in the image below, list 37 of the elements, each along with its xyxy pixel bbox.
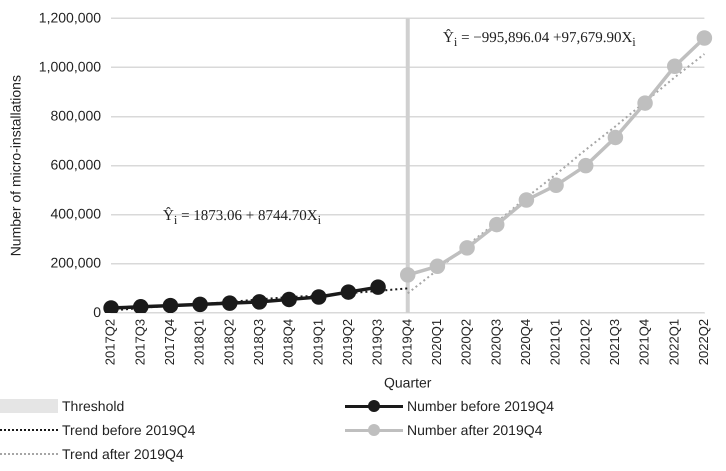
legend-label: Trend after 2019Q4 (62, 446, 184, 462)
x-tick-label: 2020Q4 (518, 318, 533, 366)
x-tick-label: 2018Q1 (192, 318, 207, 366)
x-tick-label: 2018Q4 (280, 318, 296, 366)
x-tick-label: 2019Q2 (340, 318, 355, 366)
x-tick-label: 2018Q2 (221, 318, 236, 366)
y-tick-label: 400,000 (50, 206, 102, 222)
x-tick-label: 2020Q2 (458, 318, 474, 366)
y-tick-label: 1,000,000 (38, 58, 102, 74)
y-axis-title: Number of micro-installations (7, 75, 24, 256)
x-tick-label: 2017Q2 (102, 318, 118, 366)
x-tick-label: 2019Q3 (370, 318, 385, 366)
x-tick-label: 2022Q2 (696, 318, 711, 366)
x-tick-label: 2021Q4 (636, 318, 652, 366)
x-tick-label: 2021Q1 (548, 318, 563, 366)
x-tick-label: 2020Q3 (488, 318, 504, 366)
annotation: Ŷ$_{i}$ = −995,896.04 +97,679.90X$_{i}$ (443, 30, 636, 50)
legend-label: Number before 2019Q4 (407, 398, 554, 414)
x-tick-label: 2018Q3 (250, 318, 266, 366)
x-tick-label: 2020Q1 (428, 318, 444, 366)
y-tick-label: 1,200,000 (38, 9, 102, 26)
legend-label: Trend before 2019Q4 (62, 422, 196, 438)
x-tick-label: 2022Q1 (666, 318, 682, 366)
x-tick-label: 2017Q4 (162, 318, 177, 366)
x-tick-label: 2017Q3 (132, 318, 148, 366)
x-tick-label: 2019Q1 (310, 318, 326, 366)
x-tick-label: 2021Q2 (577, 318, 592, 366)
y-tick-label: 600,000 (50, 156, 102, 173)
x-tick-label: 2019Q4 (399, 318, 414, 366)
x-axis-title: Quarter (384, 374, 432, 390)
y-tick-label: 200,000 (50, 254, 102, 271)
legend-label: Threshold (62, 398, 124, 414)
y-tick-label: 0 (93, 304, 102, 320)
y-tick-label: 800,000 (50, 107, 102, 124)
legend-label: Number after 2019Q4 (407, 422, 542, 438)
x-tick-label: 2021Q3 (606, 318, 622, 366)
annotation: Ŷ$_{i}$ = 1873.06 + 8744.70X$_{i}$ (163, 208, 322, 228)
